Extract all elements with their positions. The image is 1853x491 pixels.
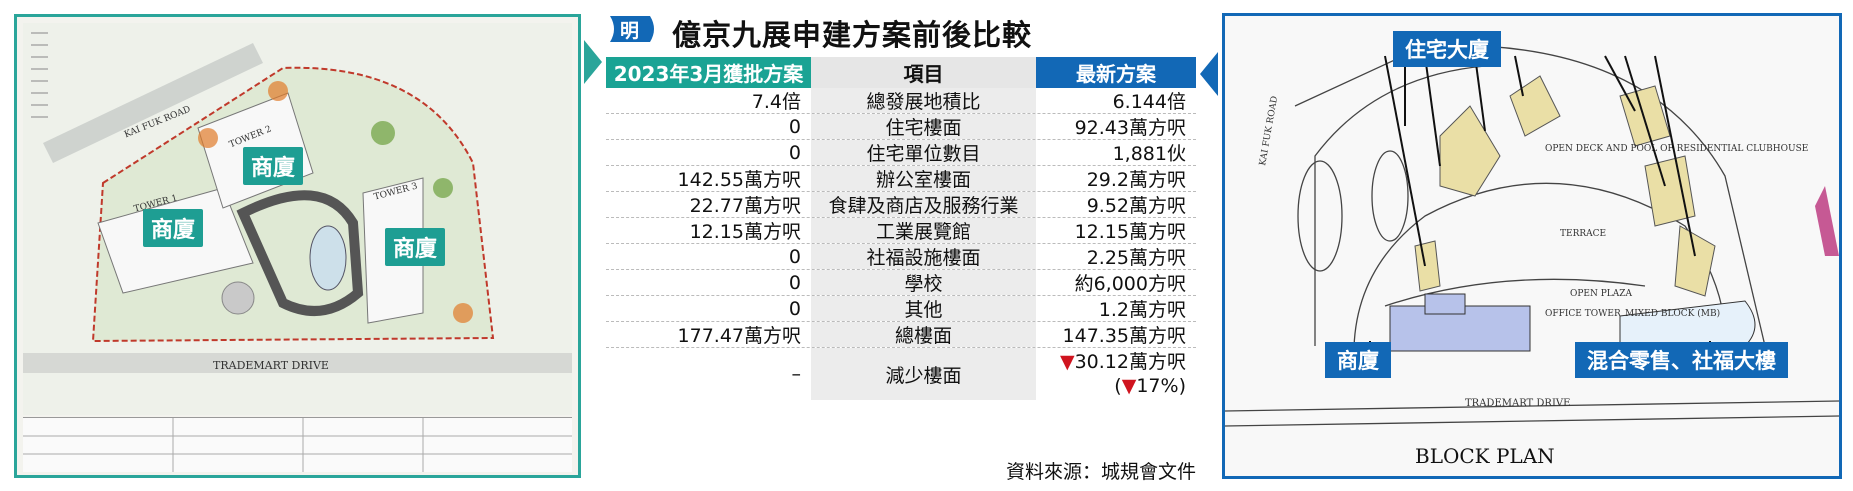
table-cell-before: 22.77萬方呎 xyxy=(689,195,801,217)
table-row: 0 學校 約6,000方呎 xyxy=(606,270,1196,296)
reduction-after-line2: (▼17%) xyxy=(1114,374,1186,398)
table-row-reduction: – 減少樓面 ▼30.12萬方呎 (▼17%) xyxy=(606,348,1196,400)
table-cell-after: 1,881伙 xyxy=(1112,143,1186,165)
table-cell-item: 總樓面 xyxy=(811,322,1036,347)
block-plan-svg: KAI FUK ROAD TERRACE OPEN PLAZA OPEN DEC… xyxy=(1225,16,1839,476)
table-cell-item: 其他 xyxy=(811,296,1036,321)
table-cell-before: 0 xyxy=(788,271,801,294)
table-cell-before: 7.4倍 xyxy=(751,91,801,113)
title-block xyxy=(23,417,572,472)
reduction-after-line1: ▼30.12萬方呎 xyxy=(1060,350,1186,374)
down-arrow-icon: ▼ xyxy=(1121,375,1137,397)
block-plan-title: BLOCK PLAN xyxy=(1415,444,1555,468)
mixed-block-label: MIXED BLOCK (MB) xyxy=(1625,308,1720,319)
table-row: 0 社福設施樓面 2.25萬方呎 xyxy=(606,244,1196,270)
commercial-tag-right: 商廈 xyxy=(1325,342,1391,378)
table-cell-after: 147.35萬方呎 xyxy=(1062,325,1186,347)
table-cell-after: 約6,000方呎 xyxy=(1074,273,1186,295)
table-cell-item: 工業展覽館 xyxy=(811,218,1036,243)
table-cell-after: 1.2萬方呎 xyxy=(1098,299,1186,321)
table-cell-after: 2.25萬方呎 xyxy=(1086,247,1186,269)
table-cell-before: 12.15萬方呎 xyxy=(689,221,801,243)
table-cell-before: 0 xyxy=(788,115,801,138)
table-header-row: 2023年3月獲批方案 項目 最新方案 xyxy=(606,57,1196,88)
open-plaza-label: OPEN PLAZA xyxy=(1570,289,1633,299)
table-header-1: 2023年3月獲批方案 xyxy=(606,57,811,88)
residential-tag: 住宅大廈 xyxy=(1393,31,1501,67)
down-arrow-icon: ▼ xyxy=(1059,351,1075,373)
reduction-item: 減少樓面 xyxy=(811,348,1036,400)
open-deck-label: OPEN DECK AND POOL OF RESIDENTIAL CLUBHO… xyxy=(1545,144,1808,154)
table-cell-before: 0 xyxy=(788,245,801,268)
table-row: 7.4倍 總發展地積比 6.144倍 xyxy=(606,88,1196,114)
table-header-3: 最新方案 xyxy=(1036,57,1196,88)
ming-pao-logo-icon: 明 xyxy=(610,16,654,42)
table-header-2: 項目 xyxy=(811,57,1036,88)
table-cell-after: 92.43萬方呎 xyxy=(1074,117,1186,139)
master-layout-plan: KAI FUK ROAD TRADEMART DRIVE TOWER 1 TOW… xyxy=(14,14,581,478)
table-cell-item: 社福設施樓面 xyxy=(811,244,1036,269)
left-arrow-pointer xyxy=(584,40,602,84)
table-cell-after: 6.144倍 xyxy=(1112,91,1186,113)
table-row: 0 住宅樓面 92.43萬方呎 xyxy=(606,114,1196,140)
comparison-table: 2023年3月獲批方案 項目 最新方案 7.4倍 總發展地積比 6.144倍 0 住宅樓面 92… xyxy=(606,57,1196,453)
table-row: 0 住宅單位數目 1,881伙 xyxy=(606,140,1196,166)
table-cell-item: 辦公室樓面 xyxy=(811,166,1036,191)
commercial-tag-1: 商廈 xyxy=(143,209,204,247)
block-plan: KAI FUK ROAD TERRACE OPEN PLAZA OPEN DEC… xyxy=(1222,13,1842,479)
page-title: 億京九展申建方案前後比較 xyxy=(672,18,1033,52)
table-row: 142.55萬方呎 辦公室樓面 29.2萬方呎 xyxy=(606,166,1196,192)
table-cell-after: 12.15萬方呎 xyxy=(1074,221,1186,243)
table-cell-before: 0 xyxy=(788,141,801,164)
site-plan-svg xyxy=(23,23,572,415)
reduction-percent: 17%) xyxy=(1136,375,1186,397)
open-paren: ( xyxy=(1114,375,1122,397)
table-row: 22.77萬方呎 食肆及商店及服務行業 9.52萬方呎 xyxy=(606,192,1196,218)
header: 明 億京九展申建方案前後比較 xyxy=(606,8,1196,52)
reduction-before: – xyxy=(791,363,802,385)
table-row: 177.47萬方呎 總樓面 147.35萬方呎 xyxy=(606,322,1196,348)
table-cell-item: 食肆及商店及服務行業 xyxy=(811,192,1036,217)
mixed-use-tag: 混合零售、社福大樓 xyxy=(1575,342,1788,378)
reduction-after: ▼30.12萬方呎 (▼17%) xyxy=(1036,348,1196,400)
table-cell-item: 學校 xyxy=(811,270,1036,295)
logo-char: 明 xyxy=(620,20,639,42)
trademart-drive-label: TRADEMART DRIVE xyxy=(1465,398,1570,409)
commercial-tag-3: 商廈 xyxy=(385,228,446,266)
table-cell-after: 9.52萬方呎 xyxy=(1086,195,1186,217)
office-tower-label: OFFICE TOWER xyxy=(1545,309,1621,319)
title-block-lines xyxy=(23,418,572,472)
right-arrow-pointer xyxy=(1200,52,1218,96)
commercial-tag-2: 商廈 xyxy=(243,147,304,185)
terrace-label: TERRACE xyxy=(1560,229,1606,239)
table-cell-item: 住宅單位數目 xyxy=(811,140,1036,165)
table-cell-item: 住宅樓面 xyxy=(811,114,1036,139)
table-row: 12.15萬方呎 工業展覽館 12.15萬方呎 xyxy=(606,218,1196,244)
table-cell-before: 142.55萬方呎 xyxy=(677,169,801,191)
table-cell-item: 總發展地積比 xyxy=(811,88,1036,113)
table-row: 0 其他 1.2萬方呎 xyxy=(606,296,1196,322)
road-label-trademart: TRADEMART DRIVE xyxy=(213,359,329,372)
table-cell-before: 177.47萬方呎 xyxy=(677,325,801,347)
table-cell-after: 29.2萬方呎 xyxy=(1086,169,1186,191)
reduction-area: 30.12萬方呎 xyxy=(1074,351,1186,373)
site-plan-drawing: KAI FUK ROAD TRADEMART DRIVE TOWER 1 TOW… xyxy=(23,23,572,415)
table-cell-before: 0 xyxy=(788,297,801,320)
source-note: 資料來源：城規會文件 xyxy=(1005,461,1196,483)
